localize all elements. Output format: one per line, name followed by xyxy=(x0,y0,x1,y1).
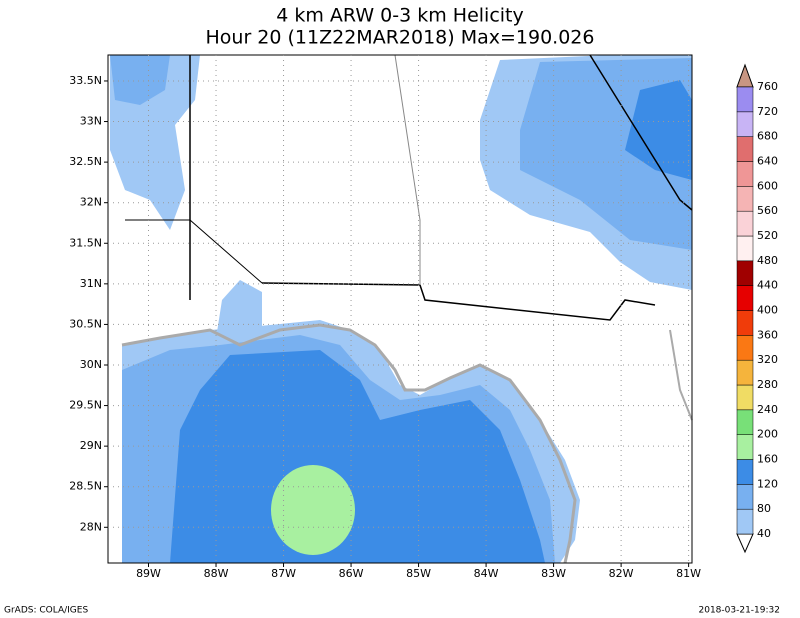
y-tick-label: 28N xyxy=(80,520,102,533)
colorbar-label: 120 xyxy=(757,477,778,490)
colorbar-label: 200 xyxy=(757,428,778,441)
y-tick-label: 28.5N xyxy=(69,480,102,493)
colorbar-label: 360 xyxy=(757,328,778,341)
colorbar-segment xyxy=(736,409,754,435)
boundaries xyxy=(121,54,693,564)
y-tick-label: 31N xyxy=(80,277,102,290)
y-tick-label: 30.5N xyxy=(69,317,102,330)
colorbar-segment xyxy=(736,161,754,187)
colorbar-label: 560 xyxy=(757,204,778,217)
footer-right: 2018-03-21-19:32 xyxy=(699,606,781,616)
coastline xyxy=(121,323,577,564)
x-tick-label: 83W xyxy=(541,567,566,580)
colorbar-segment xyxy=(736,111,754,137)
colorbar-segment xyxy=(736,260,754,286)
colorbar-label: 240 xyxy=(757,403,778,416)
shade xyxy=(271,465,355,555)
colorbar-segment xyxy=(736,310,754,336)
state-line xyxy=(394,54,421,285)
colorbar-segment xyxy=(736,335,754,361)
shade xyxy=(110,55,170,105)
shade xyxy=(625,80,692,180)
colorbar-label: 480 xyxy=(757,254,778,267)
colorbar-segment xyxy=(736,359,754,386)
colorbar-segment xyxy=(736,235,754,262)
coastline xyxy=(669,329,693,421)
colorbar-segment xyxy=(736,186,754,212)
colorbar-label: 720 xyxy=(757,105,778,118)
y-tick-label: 32N xyxy=(80,196,102,209)
colorbar-segment xyxy=(736,508,754,535)
state-line xyxy=(125,219,263,284)
y-tick-label: 31.5N xyxy=(69,236,102,249)
colorbar-label: 40 xyxy=(757,527,771,540)
map-frame xyxy=(107,54,693,564)
title: 4 km ARW 0-3 km Helicity xyxy=(276,5,524,27)
subtitle: Hour 20 (11Z22MAR2018) Max=190.026 xyxy=(206,27,595,49)
x-tick-label: 87W xyxy=(271,567,296,580)
colorbar-label: 320 xyxy=(757,353,778,366)
colorbar-label: 440 xyxy=(757,279,778,292)
colorbar-label: 280 xyxy=(757,378,778,391)
colorbar-under xyxy=(736,533,754,554)
x-tick-label: 84W xyxy=(474,567,499,580)
colorbar-segment xyxy=(736,459,754,485)
y-tick-label: 29N xyxy=(80,439,102,452)
colorbar-label: 160 xyxy=(757,453,778,466)
state-line xyxy=(589,54,693,211)
x-tick-label: 89W xyxy=(136,567,161,580)
x-tick-label: 85W xyxy=(406,567,431,580)
colorbar-over xyxy=(736,63,754,88)
colorbar-segment xyxy=(736,484,754,510)
colorbar-label: 760 xyxy=(757,80,778,93)
y-tick-label: 29.5N xyxy=(69,399,102,412)
y-tick-label: 30N xyxy=(80,358,102,371)
x-tick-label: 88W xyxy=(204,567,229,580)
colorbar-label: 520 xyxy=(757,229,778,242)
colorbar-label: 80 xyxy=(757,502,771,515)
colorbar-segment xyxy=(736,86,754,113)
colorbar-label: 640 xyxy=(757,155,778,168)
colorbar-segment xyxy=(736,136,754,162)
state-line xyxy=(261,282,656,321)
y-tick-label: 33.5N xyxy=(69,74,102,87)
colorbar-label: 680 xyxy=(757,130,778,143)
colorbar-segment xyxy=(736,285,754,311)
colorbar-label: 400 xyxy=(757,304,778,317)
map-shading xyxy=(110,55,692,563)
x-tick-label: 86W xyxy=(339,567,364,580)
colorbar-label: 600 xyxy=(757,179,778,192)
colorbar-segment xyxy=(736,384,754,411)
colorbar-segment xyxy=(736,434,754,460)
x-tick-label: 82W xyxy=(609,567,634,580)
x-tick-label: 81W xyxy=(676,567,701,580)
y-tick-label: 32.5N xyxy=(69,155,102,168)
colorbar-segment xyxy=(736,210,754,237)
y-tick-label: 33N xyxy=(80,115,102,128)
footer-left: GrADS: COLA/IGES xyxy=(4,606,88,616)
shade xyxy=(170,350,545,563)
